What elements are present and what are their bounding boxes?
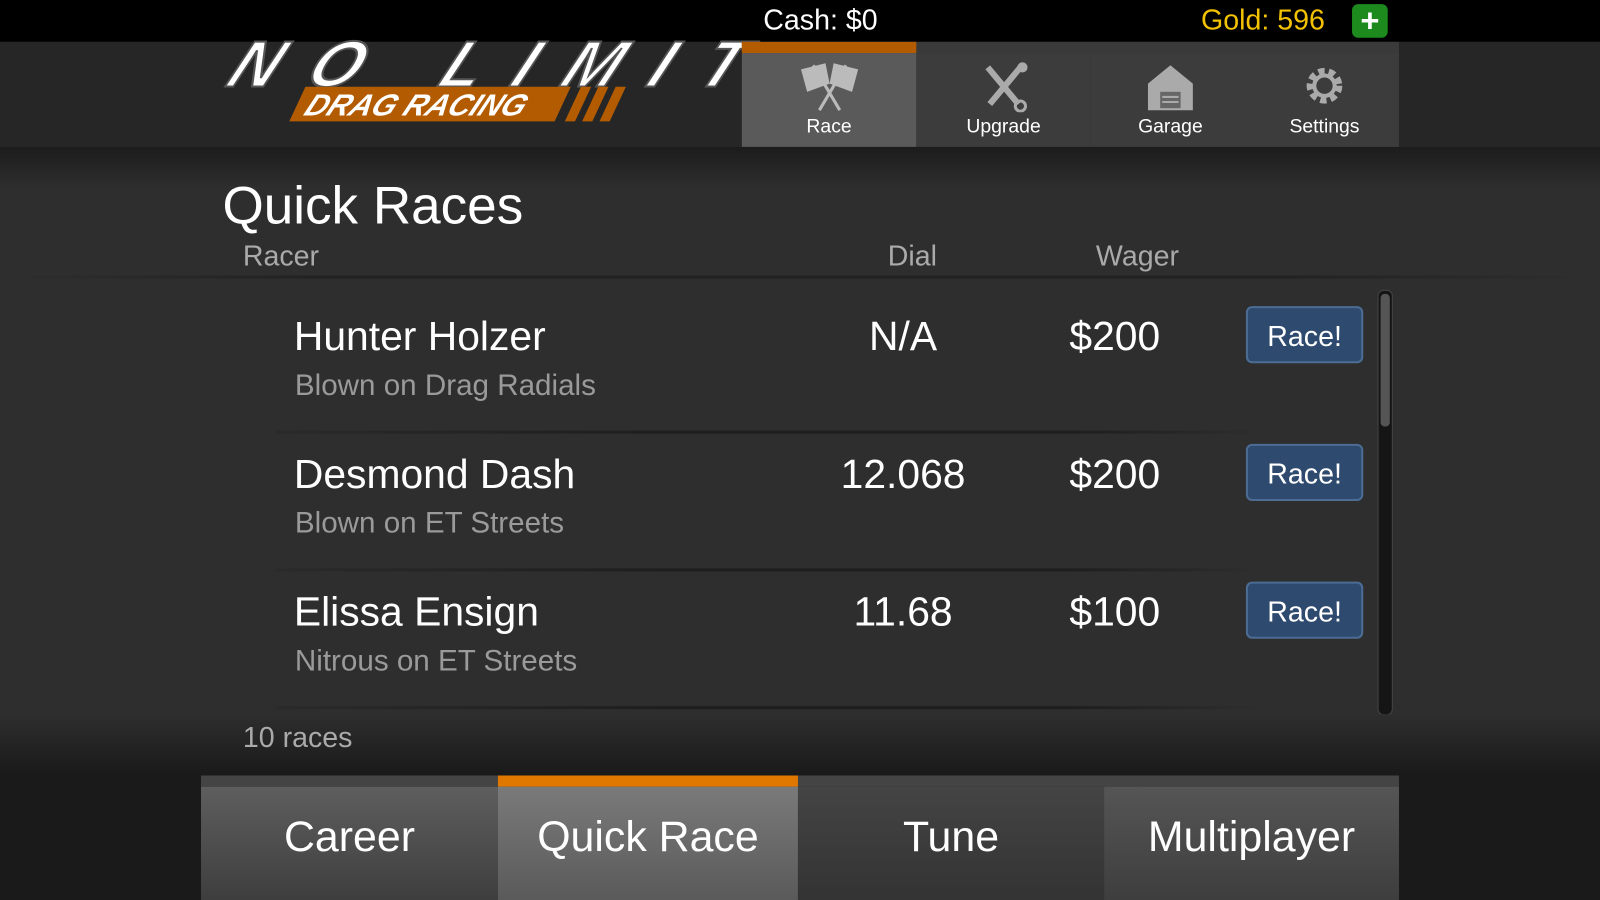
- wrench-screwdriver-icon: [984, 62, 1028, 113]
- row-divider: [275, 706, 1266, 710]
- gear-icon: [1306, 67, 1343, 104]
- racer-car: Blown on ET Streets: [294, 507, 565, 540]
- column-header-racer: Racer: [242, 239, 320, 272]
- race-row: Elissa Ensign Nitrous on ET Streets 11.6…: [245, 569, 1266, 710]
- nav-tab-label: Race: [806, 116, 852, 138]
- svg-text:DRAG RACING: DRAG RACING: [299, 88, 534, 122]
- racer-name: Elissa Ensign: [293, 589, 539, 635]
- nav-tab-settings[interactable]: Settings: [1249, 53, 1399, 147]
- gold-display: Gold: 596: [1201, 4, 1325, 36]
- race-button[interactable]: Race!: [1245, 581, 1364, 639]
- top-bar: [0, 0, 1600, 42]
- garage-icon: [1147, 65, 1193, 111]
- checkered-flags-icon: [800, 63, 858, 111]
- racer-dial: 11.68: [853, 589, 953, 635]
- nav-tab-race[interactable]: Race: [741, 53, 917, 147]
- footer-shade: [0, 714, 1600, 774]
- race-button[interactable]: Race!: [1245, 443, 1364, 502]
- racer-name: Hunter Holzer: [293, 314, 546, 360]
- racer-car: Nitrous on ET Streets: [294, 644, 578, 678]
- tab-career[interactable]: Career: [201, 786, 498, 900]
- row-divider: [275, 568, 1266, 572]
- nav-indicator-track: [741, 41, 1399, 54]
- plus-icon[interactable]: +: [1352, 4, 1388, 38]
- column-header-dial: Dial: [887, 239, 937, 272]
- racer-dial: N/A: [869, 314, 938, 360]
- race-button[interactable]: Race!: [1245, 306, 1364, 364]
- race-row: Desmond Dash Blown on ET Streets 12.068 …: [245, 432, 1266, 572]
- nav-indicator-active: [741, 41, 917, 54]
- nav-tab-upgrade[interactable]: Upgrade: [916, 53, 1091, 147]
- nav-tab-label: Settings: [1289, 116, 1360, 138]
- tab-tune[interactable]: Tune: [797, 786, 1105, 900]
- scrollbar-thumb[interactable]: [1380, 293, 1390, 427]
- tab-indicator-active: [497, 775, 798, 787]
- racer-car: Blown on Drag Radials: [294, 369, 596, 403]
- content-shade: [0, 146, 1600, 188]
- nav-tab-garage[interactable]: Garage: [1090, 53, 1250, 147]
- race-row: Hunter Holzer Blown on Drag Radials N/A …: [245, 294, 1266, 434]
- column-header-wager: Wager: [1095, 239, 1180, 272]
- tab-multiplayer[interactable]: Multiplayer: [1104, 786, 1399, 900]
- racer-wager: $100: [1069, 589, 1161, 635]
- nav-tab-label: Garage: [1138, 116, 1203, 138]
- cash-display: Cash: $0: [763, 4, 878, 36]
- header-divider: [0, 275, 1600, 279]
- logo: NO LIMIT DRAG RACING: [216, 31, 760, 122]
- tab-indicator-track: [201, 775, 1399, 787]
- row-divider: [275, 430, 1266, 434]
- tab-quick-race[interactable]: Quick Race: [497, 786, 798, 900]
- racer-dial: 12.068: [840, 452, 966, 497]
- racer-wager: $200: [1069, 314, 1161, 360]
- race-count: 10 races: [242, 721, 353, 754]
- racer-wager: $200: [1069, 452, 1161, 497]
- page-title: Quick Races: [222, 176, 524, 236]
- nav-tab-label: Upgrade: [966, 116, 1041, 138]
- racer-name: Desmond Dash: [293, 452, 576, 497]
